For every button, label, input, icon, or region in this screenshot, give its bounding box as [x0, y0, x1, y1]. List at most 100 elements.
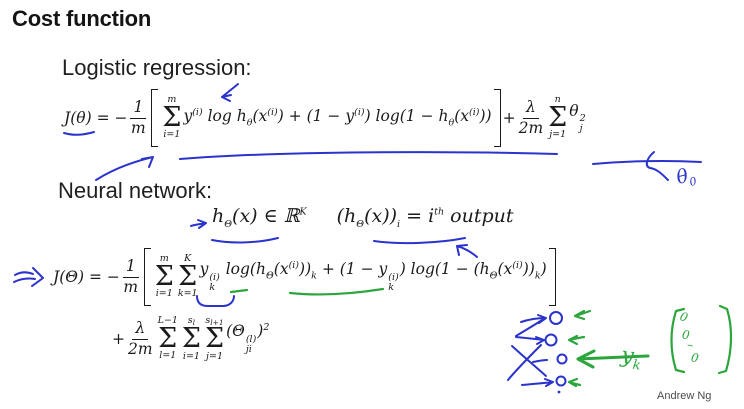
- nn-hypothesis-line: h Θ (x) ∈ ℝK (hΘ(x))i = ith output: [212, 200, 514, 234]
- math-text: (i): [288, 260, 300, 272]
- math-text: (i): [469, 107, 480, 119]
- math-text: k: [631, 357, 642, 374]
- nn2-sum-j: sl+1 Σ j=1: [204, 314, 225, 363]
- math-text: )): [522, 260, 535, 279]
- math-text: k: [534, 270, 541, 282]
- math-text: (i): [388, 271, 399, 283]
- math-text: Θ: [265, 270, 274, 282]
- math-text: ): [540, 260, 547, 279]
- lr-cost-formula: J(θ) = − 1 m m Σ i=1 y(i) log hθ(x(i)) +…: [64, 88, 587, 148]
- math-text: θ: [448, 117, 455, 129]
- double-arrow-before-j-theta: [13, 267, 44, 287]
- sup-sub-stack: (l) ji: [245, 333, 257, 356]
- math-text: j=1: [549, 129, 567, 141]
- math-text: = i: [400, 204, 435, 227]
- math-text: (Θ: [226, 322, 245, 341]
- nn-body: y (i) k log(hΘ(x(i)))k + (1 − y (i) k) log(1…: [200, 260, 547, 293]
- lr-plus: +: [502, 109, 516, 127]
- math-text: θ: [569, 101, 579, 120]
- output-unit-4: [555, 375, 567, 387]
- sup-sub-stack: (i) k: [388, 271, 399, 294]
- net-tick-to-unit3: [532, 359, 548, 363]
- math-text: K: [299, 206, 307, 218]
- sigma-glyph: Σ: [181, 323, 201, 355]
- math-text: λ: [522, 98, 539, 119]
- math-text: j=1: [206, 350, 223, 362]
- lr-lhs: J(θ) = −: [64, 109, 128, 127]
- math-text: l+1: [210, 317, 224, 327]
- lr-sum-j: n Σ j=1: [548, 93, 568, 141]
- math-text: (i): [354, 107, 365, 119]
- sigma-glyph: Σ: [204, 323, 225, 355]
- underline-h-theta-x: [211, 237, 279, 244]
- math-text: )): [299, 260, 312, 279]
- math-text: s: [187, 314, 193, 326]
- math-text: 2: [579, 112, 586, 124]
- green-arrow-unit1: [573, 309, 592, 321]
- math-text: (h: [336, 204, 357, 227]
- nn2-theta-squared: (Θ (l) ji)2: [226, 322, 269, 355]
- sum-limit: sl: [187, 314, 196, 328]
- right-bracket: [493, 89, 501, 147]
- math-text: ) log(1 − h: [364, 107, 449, 126]
- math-text: k=1: [177, 288, 198, 300]
- net-arrow-to-unit1: [520, 314, 547, 324]
- sigma-glyph: Σ: [548, 101, 568, 133]
- math-text: (i): [267, 107, 278, 119]
- right-bracket: [548, 248, 556, 306]
- vector-entry: 0: [678, 309, 690, 325]
- nn-ith-output: (hΘ(x))i = ith output: [337, 205, 514, 230]
- slide-title: Cost function: [12, 6, 152, 31]
- green-arrow-unit2: [567, 334, 586, 346]
- net-arrow-to-unit2: [515, 336, 545, 345]
- math-text: l=1: [159, 350, 177, 362]
- math-text: ) log(1 − (h: [399, 260, 490, 279]
- math-text: (i): [512, 260, 523, 272]
- math-text: log h: [202, 107, 247, 126]
- math-text: ) + (1 − y: [277, 107, 355, 126]
- y-k-annotation: yk: [620, 343, 643, 374]
- math-text: s: [205, 314, 211, 326]
- math-text: m: [131, 118, 146, 137]
- underline-h-theta-x-i: [373, 237, 466, 245]
- math-text: (i): [209, 271, 220, 283]
- math-text: 1: [130, 98, 147, 119]
- green-arrow-unit4: [567, 377, 582, 388]
- math-text: k: [311, 270, 317, 282]
- nn-sum-k: K Σ k=1: [177, 252, 198, 300]
- math-text: (l): [245, 333, 257, 345]
- math-text: y: [199, 260, 209, 279]
- underline-regularization: [592, 159, 702, 165]
- long-underline-lr-body: [179, 151, 558, 160]
- math-text: 2m: [518, 118, 544, 137]
- math-text: n: [554, 93, 561, 105]
- math-text: (x: [454, 107, 470, 126]
- math-text: K: [184, 252, 192, 264]
- math-text: l: [192, 317, 196, 327]
- math-text: y: [183, 107, 193, 126]
- nn2-sum-i: sl Σ i=1: [181, 314, 201, 363]
- math-text: h: [212, 204, 225, 227]
- logistic-regression-heading: Logistic regression:: [62, 55, 252, 80]
- math-text: λ: [132, 319, 149, 340]
- math-text: log(h: [220, 260, 266, 279]
- math-text: (x: [273, 260, 289, 279]
- arrow-before-h-theta: [190, 219, 207, 229]
- math-text: (x: [252, 107, 268, 126]
- math-text: i=1: [163, 129, 181, 141]
- nn-frac-one-over-m: 1 m: [122, 257, 139, 297]
- math-text: ): [257, 322, 264, 341]
- net-cross-stroke-1: [511, 345, 547, 377]
- nn2-plus: +: [112, 330, 125, 348]
- math-text: + (1 − y: [316, 260, 388, 279]
- vector-right-bracket: [717, 304, 733, 375]
- math-text: th: [434, 206, 445, 218]
- nn-sum-i: m Σ i=1: [155, 253, 174, 300]
- sup-sub-stack: (i) k: [209, 271, 220, 294]
- math-text: 2m: [128, 339, 153, 358]
- math-text: (x) ∈ ℝ: [232, 204, 300, 227]
- math-text: Θ: [356, 218, 365, 230]
- math-text: k: [209, 282, 216, 294]
